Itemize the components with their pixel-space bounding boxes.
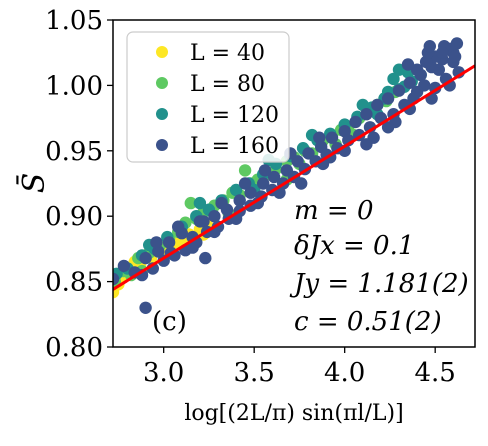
data-point — [162, 236, 176, 249]
data-point — [150, 236, 163, 249]
y-tick-label: 0.90 — [45, 202, 103, 232]
fit-line — [113, 64, 475, 291]
legend-label: L = 40 — [190, 41, 265, 66]
annotation-m: m = 0 — [294, 196, 374, 226]
annotation-delta-jx: δJx = 0.1 — [294, 231, 414, 261]
legend-marker — [156, 46, 168, 58]
data-point — [238, 164, 252, 177]
data-point — [295, 177, 308, 190]
data-point — [448, 50, 462, 63]
legend-marker — [156, 77, 168, 89]
data-point — [215, 196, 228, 210]
y-tick-label: 1.00 — [45, 71, 103, 101]
y-axis-label: S̄ — [16, 173, 52, 194]
data-point — [291, 155, 304, 168]
legend-marker — [156, 139, 168, 151]
data-point — [387, 72, 400, 86]
data-point — [360, 138, 373, 151]
data-point — [381, 121, 395, 134]
data-point — [432, 63, 445, 76]
data-point — [186, 241, 199, 254]
data-point — [139, 251, 152, 265]
legend-box — [126, 31, 290, 163]
x-axis-label: log[(2L/π) sin(πl/L)] — [184, 401, 403, 426]
data-point — [193, 196, 207, 210]
y-tick-label: 0.85 — [45, 268, 103, 298]
data-point — [419, 55, 433, 69]
fit-layer — [113, 64, 475, 291]
data-point — [258, 164, 272, 177]
data-point — [113, 272, 120, 286]
data-point — [184, 196, 197, 210]
data-point — [360, 108, 373, 121]
annotation-jy: Jy = 1.181(2) — [289, 269, 469, 299]
y-tick-label: 0.80 — [45, 333, 103, 363]
data-point — [392, 84, 406, 97]
x-tick-label: 3.5 — [234, 358, 275, 388]
x-tick-label: 4.5 — [415, 358, 456, 388]
data-point — [381, 92, 395, 105]
data-point — [251, 196, 264, 210]
data-point — [403, 76, 416, 90]
panel-label: (c) — [152, 307, 187, 337]
data-point — [349, 115, 362, 129]
data-point — [139, 301, 152, 314]
annotation-c: c = 0.51(2) — [294, 307, 442, 337]
data-points — [113, 37, 465, 314]
data-point — [229, 183, 243, 197]
y-tick-label: 1.05 — [45, 6, 103, 36]
data-point — [302, 147, 315, 160]
data-point — [401, 58, 415, 71]
legend-label: L = 80 — [190, 72, 265, 97]
legend: L = 40 L = 80 L = 120 L = 160 — [126, 31, 290, 163]
legend-marker — [156, 108, 168, 120]
y-tick-label: 0.95 — [45, 137, 103, 167]
data-point — [267, 170, 281, 184]
legend-label: L = 120 — [190, 103, 279, 128]
data-point — [238, 177, 252, 190]
data-point — [257, 177, 270, 190]
data-point — [233, 194, 246, 207]
data-point — [436, 46, 449, 59]
data-point — [410, 85, 424, 99]
axes: 3.0 3.5 4.0 4.5 0.80 0.85 0.90 0.95 1.00 1.05 — [45, 6, 456, 388]
data-point — [193, 215, 207, 228]
data-point — [117, 259, 131, 273]
data-point — [199, 251, 212, 265]
legend-label: L = 160 — [190, 134, 279, 159]
data-point — [172, 220, 185, 233]
x-tick-label: 3.0 — [143, 358, 184, 388]
plot-frame — [112, 19, 476, 348]
data-point — [410, 63, 424, 76]
data-point — [325, 131, 339, 144]
data-point — [371, 98, 384, 112]
data-point — [313, 131, 326, 144]
data-point — [208, 210, 221, 223]
data-point — [423, 40, 436, 53]
x-tick-label: 4.0 — [324, 358, 365, 388]
data-point — [244, 186, 257, 199]
